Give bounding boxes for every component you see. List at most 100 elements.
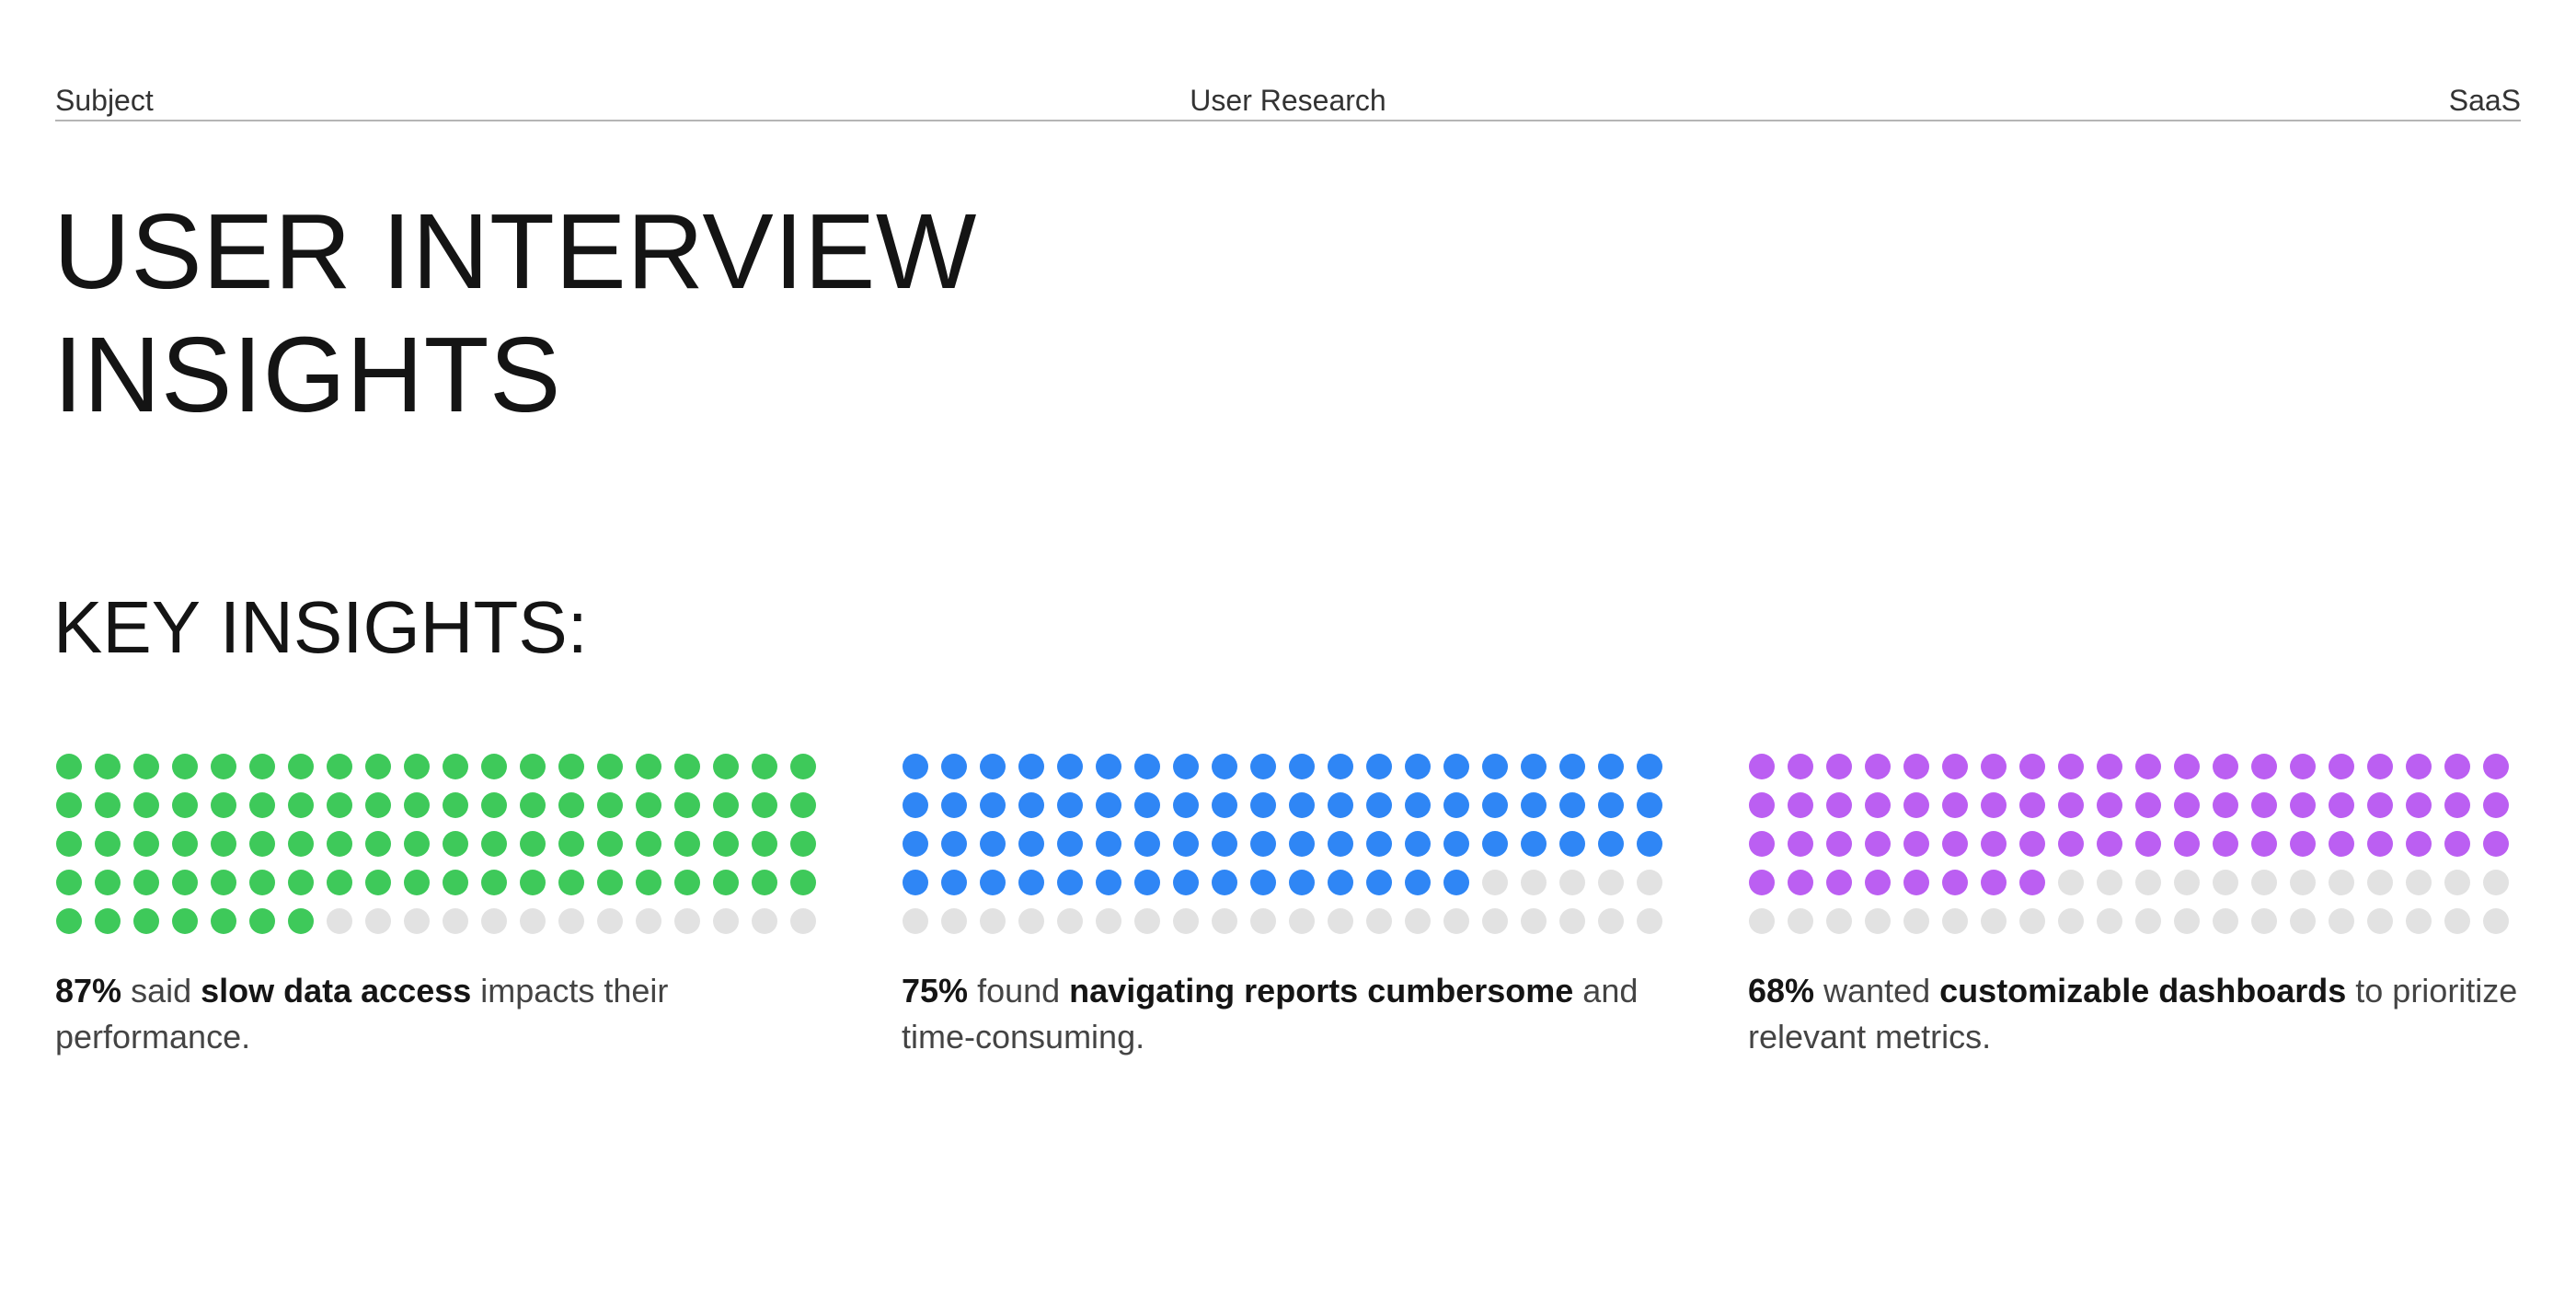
insight-emphasis: navigating reports cumbersome xyxy=(1069,972,1574,1009)
waffle-dot-filled xyxy=(1826,870,1852,895)
waffle-dot-filled xyxy=(636,792,661,818)
waffle-dot-filled xyxy=(1057,754,1083,779)
waffle-dot-filled xyxy=(980,831,1006,857)
waffle-dot-filled xyxy=(1018,792,1044,818)
waffle-dot-filled xyxy=(404,831,430,857)
waffle-dot-filled xyxy=(790,754,816,779)
waffle-dot-filled xyxy=(56,754,82,779)
waffle-dot-filled xyxy=(288,870,314,895)
waffle-dot-filled xyxy=(2097,754,2122,779)
waffle-dot-filled xyxy=(95,870,121,895)
waffle-dot-empty xyxy=(1637,870,1662,895)
waffle-dot-filled xyxy=(249,792,275,818)
waffle-dot-filled xyxy=(713,792,739,818)
waffle-dot-filled xyxy=(1865,831,1891,857)
waffle-dot-filled xyxy=(172,831,198,857)
waffle-dot-filled xyxy=(211,792,236,818)
waffle-dot-empty xyxy=(2329,908,2354,934)
waffle-dot-empty xyxy=(2135,870,2161,895)
waffle-dot-filled xyxy=(1096,831,1121,857)
waffle-dot-filled xyxy=(2406,792,2432,818)
waffle-dot-filled xyxy=(2290,792,2316,818)
waffle-dot-filled xyxy=(713,754,739,779)
waffle-dot-filled xyxy=(2135,792,2161,818)
waffle-dot-filled xyxy=(2058,754,2084,779)
waffle-dot-filled xyxy=(1903,792,1929,818)
waffle-dot-empty xyxy=(1057,908,1083,934)
header-category-label: SaaS xyxy=(2448,84,2521,117)
waffle-dot-filled xyxy=(1057,792,1083,818)
waffle-dot-empty xyxy=(1942,908,1968,934)
waffle-dot-filled xyxy=(443,792,468,818)
waffle-dot-filled xyxy=(1637,831,1662,857)
waffle-dot-filled xyxy=(1173,831,1199,857)
waffle-dot-filled xyxy=(1865,792,1891,818)
insight-verb: wanted xyxy=(1814,972,1940,1009)
waffle-dot-filled xyxy=(443,754,468,779)
waffle-dot-filled xyxy=(1788,792,1813,818)
waffle-dot-filled xyxy=(1903,831,1929,857)
waffle-dot-filled xyxy=(2483,792,2509,818)
waffle-dot-filled xyxy=(56,831,82,857)
insight-rest: impacts their performance. xyxy=(55,972,669,1056)
insight-verb: found xyxy=(968,972,1070,1009)
waffle-dot-filled xyxy=(903,831,928,857)
waffle-dot-filled xyxy=(1482,831,1508,857)
waffle-dot-filled xyxy=(1289,870,1315,895)
waffle-dot-filled xyxy=(133,870,159,895)
waffle-dot-empty xyxy=(1443,908,1469,934)
waffle-dot-filled xyxy=(1865,870,1891,895)
waffle-dot-filled xyxy=(1981,754,2007,779)
waffle-dot-filled xyxy=(288,754,314,779)
waffle-dot-filled xyxy=(1637,754,1662,779)
waffle-dot-filled xyxy=(1598,754,1624,779)
waffle-dot-filled xyxy=(1212,870,1237,895)
waffle-dot-filled xyxy=(1250,754,1276,779)
waffle-dot-filled xyxy=(790,831,816,857)
waffle-dot-filled xyxy=(1173,870,1199,895)
waffle-dot-empty xyxy=(2406,908,2432,934)
waffle-dot-filled xyxy=(1443,870,1469,895)
waffle-dot-filled xyxy=(2329,831,2354,857)
waffle-dot-empty xyxy=(713,908,739,934)
waffle-dot-filled xyxy=(1482,754,1508,779)
waffle-dot-filled xyxy=(520,754,546,779)
waffle-dot-empty xyxy=(2251,870,2277,895)
page-title-line-1: USER INTERVIEW xyxy=(53,191,977,311)
waffle-dot-filled xyxy=(558,831,584,857)
waffle-dot-filled xyxy=(211,870,236,895)
waffle-dot-filled xyxy=(1250,870,1276,895)
waffle-dot-filled xyxy=(56,908,82,934)
waffle-dot-empty xyxy=(1482,908,1508,934)
insight-rest: and time-consuming. xyxy=(902,972,1639,1056)
waffle-dot-filled xyxy=(1057,870,1083,895)
waffle-dot-filled xyxy=(2483,831,2509,857)
waffle-dot-filled xyxy=(597,831,623,857)
waffle-dot-filled xyxy=(752,792,777,818)
waffle-dot-filled xyxy=(1443,831,1469,857)
waffle-dot-filled xyxy=(1865,754,1891,779)
waffle-dot-filled xyxy=(790,870,816,895)
waffle-dot-empty xyxy=(1749,908,1775,934)
waffle-dot-filled xyxy=(404,754,430,779)
waffle-dot-filled xyxy=(636,831,661,857)
waffle-dot-filled xyxy=(2213,754,2238,779)
waffle-dot-filled xyxy=(172,792,198,818)
waffle-dot-filled xyxy=(2367,754,2393,779)
waffle-dot-filled xyxy=(1134,831,1160,857)
insight-percent: 75% xyxy=(902,972,969,1009)
waffle-dot-empty xyxy=(1598,870,1624,895)
waffle-dot-filled xyxy=(404,870,430,895)
waffle-dot-filled xyxy=(327,831,352,857)
header: Subject User Research SaaS xyxy=(55,81,2521,121)
waffle-dot-empty xyxy=(2406,870,2432,895)
waffle-dot-filled xyxy=(1212,754,1237,779)
waffle-dot-filled xyxy=(1788,870,1813,895)
waffle-dot-empty xyxy=(481,908,507,934)
waffle-dot-filled xyxy=(2406,831,2432,857)
waffle-dot-filled xyxy=(2483,754,2509,779)
waffle-dot-filled xyxy=(133,754,159,779)
waffle-dot-empty xyxy=(2097,908,2122,934)
waffle-dot-filled xyxy=(211,908,236,934)
waffle-dot-filled xyxy=(1521,831,1547,857)
